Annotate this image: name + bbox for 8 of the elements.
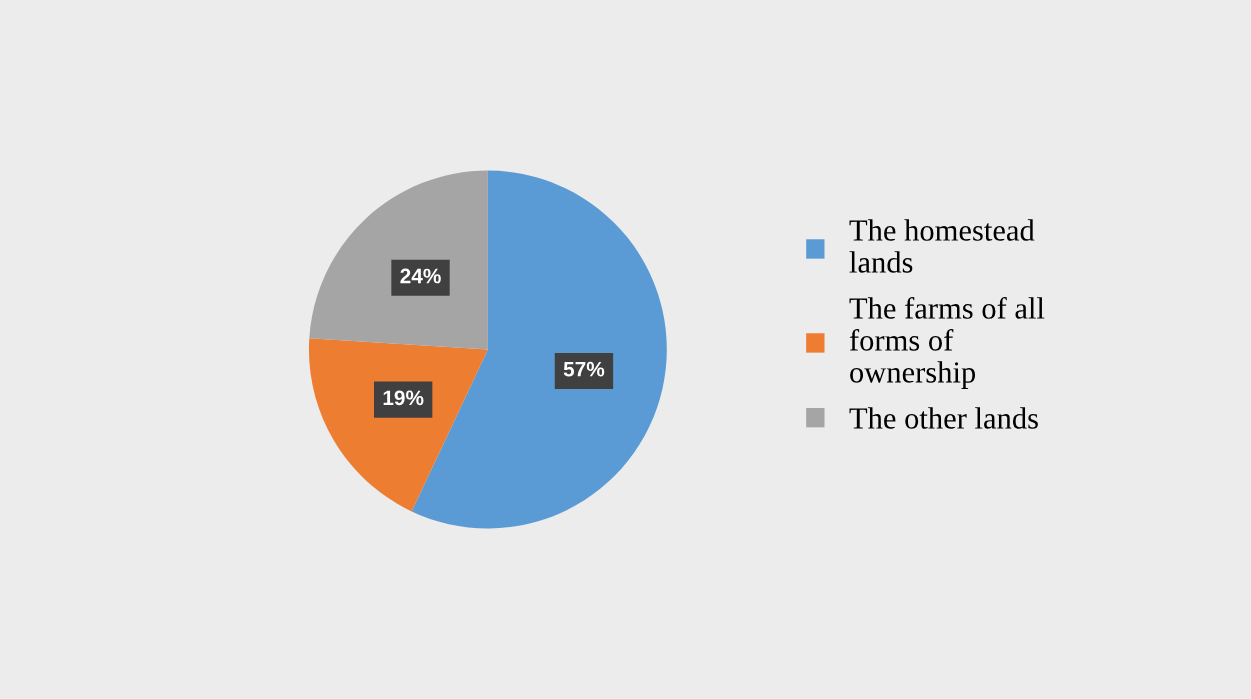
pie-slice	[309, 170, 488, 350]
data-label: 19%	[383, 390, 424, 406]
legend-label: The other lands	[849, 407, 1038, 429]
legend-label: The farms of all forms of ownership	[849, 296, 1045, 389]
data-label: 57%	[563, 361, 605, 377]
legend-label: The homestead lands	[849, 219, 1035, 273]
data-label: 24%	[400, 268, 441, 284]
pie-slice	[308, 338, 488, 512]
